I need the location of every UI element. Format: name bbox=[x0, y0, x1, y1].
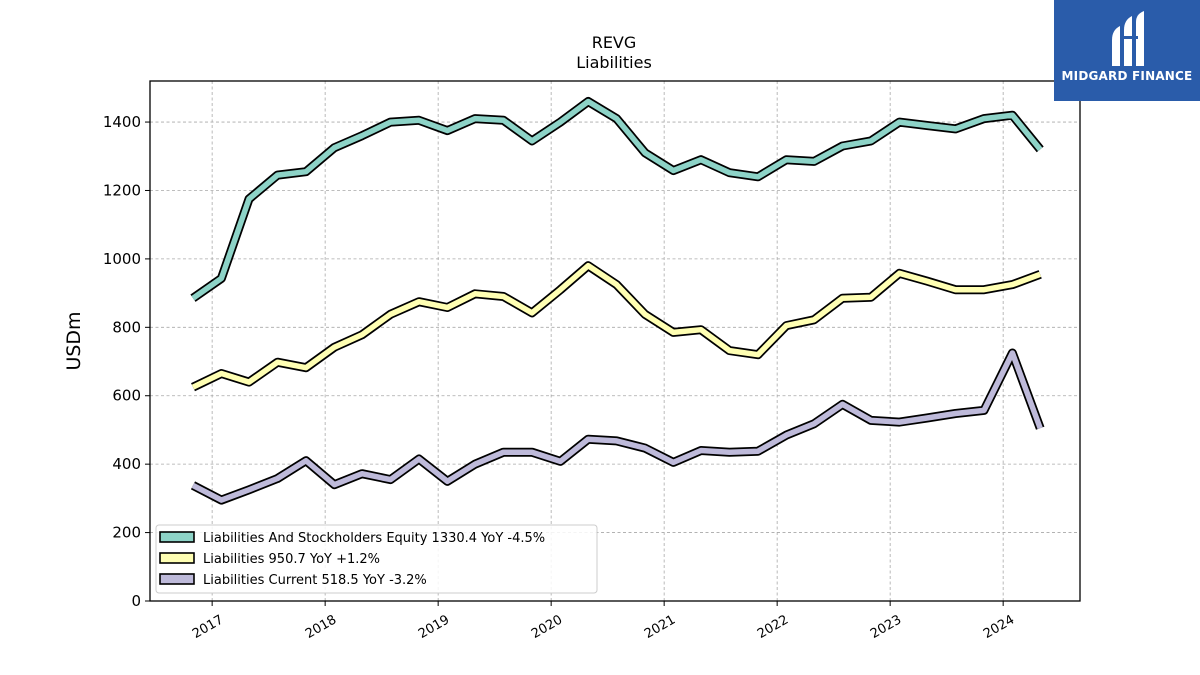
y-tick-label: 1400 bbox=[103, 113, 141, 131]
x-tick-label: 2021 bbox=[642, 612, 678, 642]
series-line-outline bbox=[190, 97, 1044, 302]
legend-swatch bbox=[159, 573, 195, 585]
chart-subtitle: Liabilities bbox=[576, 53, 652, 72]
x-tick-label: 2018 bbox=[303, 612, 339, 642]
chart-title: REVG bbox=[592, 33, 637, 52]
y-tick-label: 600 bbox=[112, 387, 141, 405]
y-tick-label: 200 bbox=[112, 524, 141, 542]
series-line-outline bbox=[190, 348, 1045, 505]
series-line bbox=[191, 350, 1043, 503]
x-tick-label: 2024 bbox=[981, 612, 1017, 642]
legend-box bbox=[155, 524, 598, 594]
x-tick-label: 2019 bbox=[416, 612, 452, 642]
brand-logo: MIDGARD FINANCE bbox=[1054, 0, 1200, 101]
legend: Liabilities And Stockholders Equity 1330… bbox=[155, 524, 598, 594]
y-tick-label: 0 bbox=[131, 592, 141, 610]
x-tick-label: 2017 bbox=[190, 612, 226, 642]
plot-frame bbox=[149, 80, 1081, 602]
series-line bbox=[191, 262, 1042, 390]
legend-swatch bbox=[159, 531, 195, 543]
legend-label: Liabilities 950.7 YoY +1.2% bbox=[203, 552, 380, 567]
grid-lines bbox=[150, 81, 1080, 602]
x-tick-label: 2023 bbox=[868, 612, 904, 642]
y-tick-label: 1000 bbox=[103, 250, 141, 268]
brand-mark-icon bbox=[1112, 11, 1144, 66]
series-lines bbox=[190, 97, 1045, 505]
y-tick-label: 800 bbox=[112, 318, 141, 336]
x-tick-label: 2020 bbox=[529, 612, 565, 642]
series-line bbox=[191, 98, 1043, 301]
legend-label: Liabilities And Stockholders Equity 1330… bbox=[203, 531, 545, 546]
y-axis-label: USDm bbox=[63, 311, 85, 370]
y-tick-label: 1200 bbox=[103, 181, 141, 199]
y-tick-label: 400 bbox=[112, 455, 141, 473]
legend-swatch bbox=[159, 552, 195, 564]
x-tick-label: 2022 bbox=[755, 612, 791, 642]
legend-label: Liabilities Current 518.5 YoY -3.2% bbox=[203, 573, 427, 588]
brand-name: MIDGARD FINANCE bbox=[1061, 69, 1193, 83]
